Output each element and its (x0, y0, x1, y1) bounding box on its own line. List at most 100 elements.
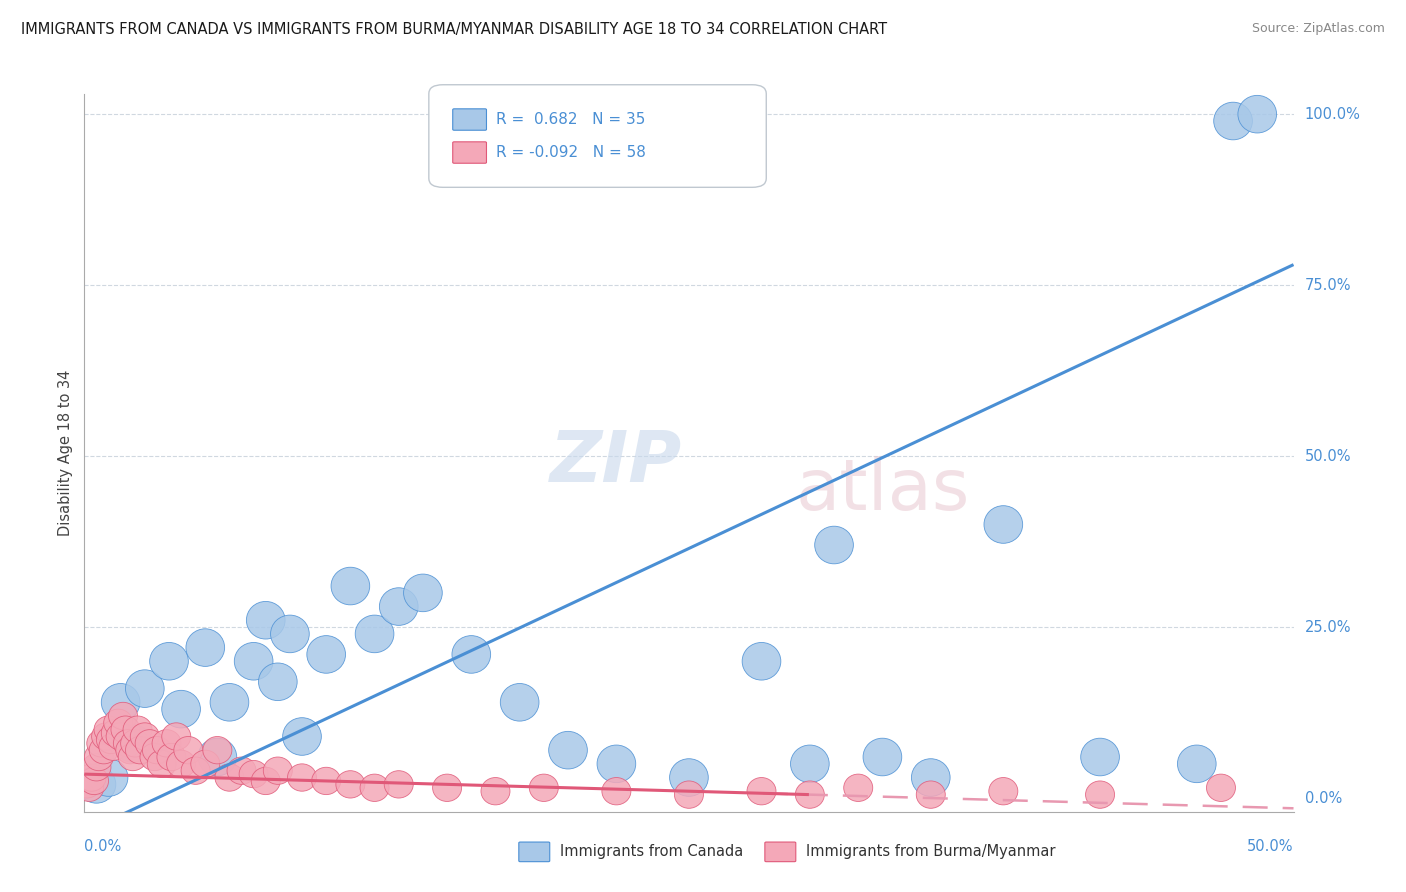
Ellipse shape (162, 723, 191, 750)
Ellipse shape (844, 774, 873, 802)
Ellipse shape (125, 670, 165, 707)
Ellipse shape (142, 737, 172, 764)
Text: atlas: atlas (796, 456, 970, 524)
Ellipse shape (384, 771, 413, 798)
Ellipse shape (1213, 103, 1253, 140)
Ellipse shape (1237, 95, 1277, 133)
Ellipse shape (796, 781, 824, 808)
Ellipse shape (911, 759, 950, 797)
Ellipse shape (747, 778, 776, 805)
Ellipse shape (118, 743, 148, 771)
Ellipse shape (148, 750, 176, 778)
Ellipse shape (111, 716, 141, 743)
Ellipse shape (602, 778, 631, 805)
Ellipse shape (336, 771, 366, 798)
Text: 0.0%: 0.0% (84, 839, 121, 855)
Ellipse shape (135, 730, 165, 757)
Ellipse shape (97, 726, 125, 754)
Text: 50.0%: 50.0% (1305, 449, 1351, 464)
Ellipse shape (742, 642, 780, 680)
Ellipse shape (790, 745, 830, 782)
Ellipse shape (529, 774, 558, 802)
Text: 100.0%: 100.0% (1305, 107, 1361, 121)
Ellipse shape (863, 739, 901, 776)
Text: 0.0%: 0.0% (1305, 790, 1341, 805)
Ellipse shape (548, 731, 588, 769)
Text: IMMIGRANTS FROM CANADA VS IMMIGRANTS FROM BURMA/MYANMAR DISABILITY AGE 18 TO 34 : IMMIGRANTS FROM CANADA VS IMMIGRANTS FRO… (21, 22, 887, 37)
Ellipse shape (404, 574, 443, 612)
Text: R = -0.092   N = 58: R = -0.092 N = 58 (496, 145, 647, 160)
Ellipse shape (141, 743, 169, 771)
Ellipse shape (121, 730, 149, 757)
Ellipse shape (598, 745, 636, 782)
Ellipse shape (675, 781, 703, 808)
Text: 25.0%: 25.0% (1305, 620, 1351, 634)
Y-axis label: Disability Age 18 to 34: Disability Age 18 to 34 (58, 369, 73, 536)
Ellipse shape (91, 723, 121, 750)
Ellipse shape (501, 683, 538, 721)
Ellipse shape (984, 506, 1022, 543)
Ellipse shape (481, 778, 510, 805)
Ellipse shape (1081, 739, 1119, 776)
Ellipse shape (917, 781, 945, 808)
Ellipse shape (356, 615, 394, 653)
Ellipse shape (157, 743, 186, 771)
Ellipse shape (360, 774, 389, 802)
Text: Immigrants from Canada: Immigrants from Canada (560, 845, 742, 859)
Ellipse shape (263, 757, 292, 784)
Ellipse shape (152, 730, 181, 757)
Ellipse shape (174, 737, 202, 764)
Ellipse shape (105, 723, 135, 750)
Ellipse shape (380, 588, 418, 625)
Ellipse shape (186, 629, 225, 666)
Ellipse shape (89, 737, 118, 764)
Ellipse shape (114, 724, 152, 762)
Text: ZIP: ZIP (550, 428, 682, 498)
Ellipse shape (270, 615, 309, 653)
Ellipse shape (77, 764, 105, 791)
Ellipse shape (252, 767, 280, 795)
Ellipse shape (114, 730, 142, 757)
Text: Immigrants from Burma/Myanmar: Immigrants from Burma/Myanmar (806, 845, 1054, 859)
Ellipse shape (988, 778, 1018, 805)
Ellipse shape (246, 601, 285, 639)
Ellipse shape (82, 754, 111, 781)
Text: 50.0%: 50.0% (1247, 839, 1294, 855)
Ellipse shape (108, 702, 138, 730)
Ellipse shape (1085, 781, 1115, 808)
Ellipse shape (215, 764, 245, 791)
Ellipse shape (226, 757, 256, 784)
Ellipse shape (131, 723, 159, 750)
Ellipse shape (101, 719, 131, 747)
Ellipse shape (162, 690, 201, 728)
Ellipse shape (80, 767, 108, 795)
Text: R =  0.682   N = 35: R = 0.682 N = 35 (496, 112, 645, 127)
Ellipse shape (115, 737, 145, 764)
Ellipse shape (259, 663, 297, 700)
Ellipse shape (669, 759, 709, 797)
Ellipse shape (77, 765, 115, 803)
Ellipse shape (209, 683, 249, 721)
Ellipse shape (89, 759, 128, 797)
Ellipse shape (451, 636, 491, 673)
Ellipse shape (191, 750, 219, 778)
Ellipse shape (330, 567, 370, 605)
Ellipse shape (87, 730, 115, 757)
Ellipse shape (287, 764, 316, 791)
Ellipse shape (1177, 745, 1216, 782)
Ellipse shape (75, 774, 104, 802)
Ellipse shape (166, 750, 195, 778)
Text: 75.0%: 75.0% (1305, 277, 1351, 293)
Ellipse shape (433, 774, 461, 802)
Ellipse shape (283, 718, 322, 756)
Ellipse shape (814, 526, 853, 564)
Ellipse shape (104, 709, 132, 737)
Ellipse shape (84, 743, 114, 771)
Ellipse shape (235, 642, 273, 680)
Ellipse shape (125, 737, 155, 764)
Text: Source: ZipAtlas.com: Source: ZipAtlas.com (1251, 22, 1385, 36)
Ellipse shape (312, 767, 340, 795)
Ellipse shape (181, 757, 209, 784)
Ellipse shape (98, 733, 128, 760)
Ellipse shape (198, 739, 236, 776)
